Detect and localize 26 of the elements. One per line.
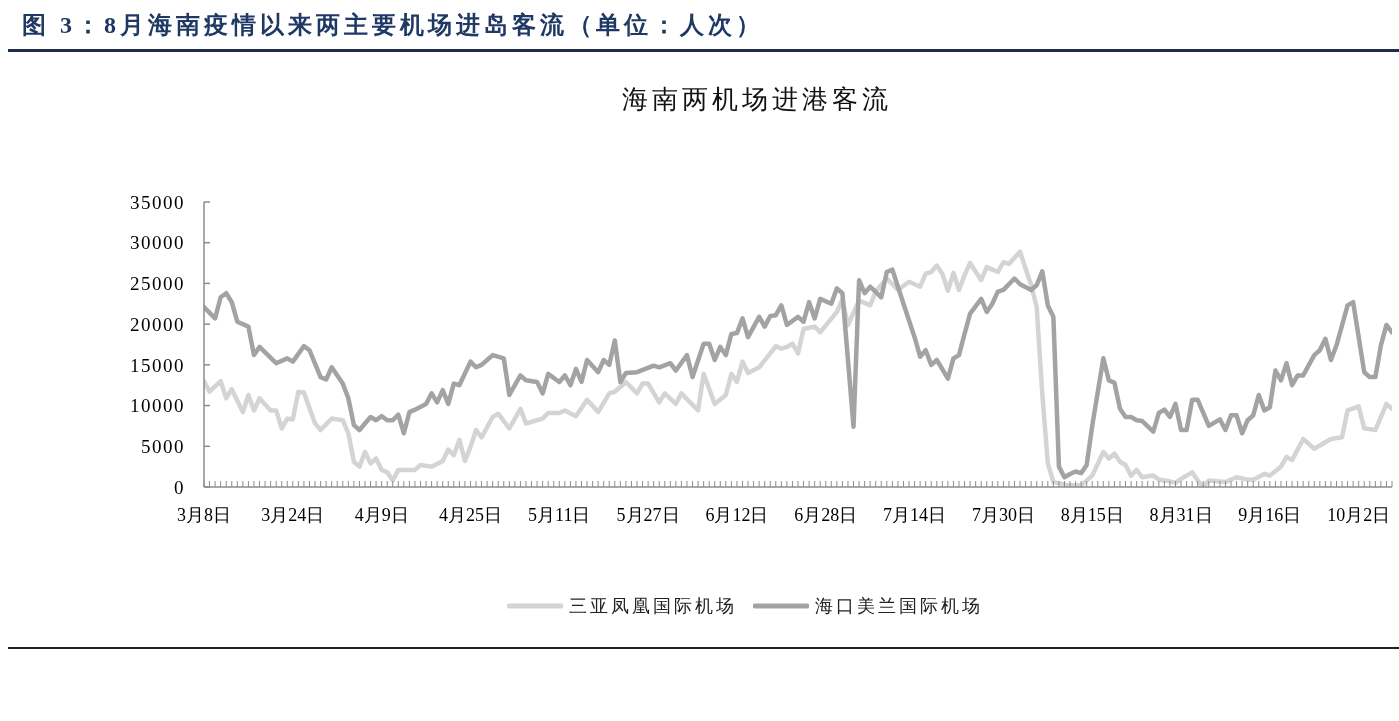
y-tick-label: 15000 xyxy=(130,354,185,376)
y-tick-label: 0 xyxy=(174,476,185,498)
legend-label: 海口美兰国际机场 xyxy=(815,595,983,618)
chart-title: 图 3：8月海南疫情以来两主要机场进岛客流（单位：人次） xyxy=(22,11,764,40)
x-tick-label: 7月14日 xyxy=(883,504,947,525)
legend-label: 三亚凤凰国际机场 xyxy=(569,595,737,618)
x-tick-label: 8月15日 xyxy=(1060,504,1124,525)
y-tick-label: 5000 xyxy=(141,436,185,458)
x-tick-label: 9月16日 xyxy=(1238,504,1302,525)
y-tick-label: 35000 xyxy=(130,191,185,213)
y-tick-label: 10000 xyxy=(130,395,185,417)
x-tick-label: 4月25日 xyxy=(438,504,502,525)
x-tick-label: 3月24日 xyxy=(261,504,325,525)
x-tick-label: 8月31日 xyxy=(1149,504,1213,525)
x-tick-label: 10月2日 xyxy=(1327,504,1391,525)
x-tick-label: 4月9日 xyxy=(354,504,409,525)
y-tick-label: 30000 xyxy=(130,232,185,254)
y-tick-label: 20000 xyxy=(130,313,185,335)
x-tick-label: 5月11日 xyxy=(528,504,591,525)
x-tick-label: 5月27日 xyxy=(616,504,680,525)
x-tick-label: 3月8日 xyxy=(177,504,231,525)
x-tick-label: 6月12日 xyxy=(705,504,769,525)
y-tick-label: 25000 xyxy=(130,273,185,295)
x-tick-label: 6月28日 xyxy=(794,504,858,525)
x-tick-label: 7月30日 xyxy=(971,504,1035,525)
chart-subtitle: 海南两机场进港客流 xyxy=(621,84,893,116)
